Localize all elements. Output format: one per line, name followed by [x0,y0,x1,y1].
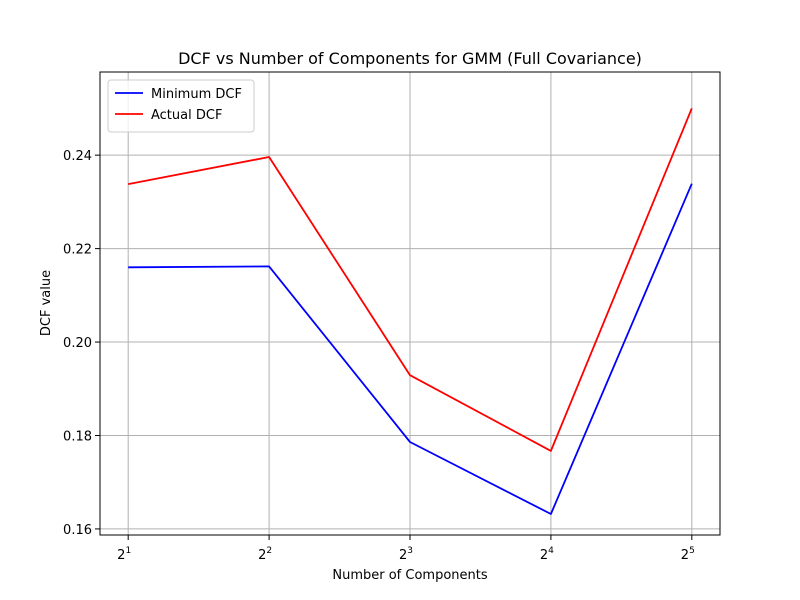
legend-label: Minimum DCF [151,87,242,102]
x-tick-label: 23 [399,546,413,563]
x-axis-ticks: 21 22 23 24 25 [117,535,695,563]
y-tick-label: 0.20 [63,336,92,351]
legend-label: Actual DCF [151,108,222,123]
x-axis-label: Number of Components [332,568,487,583]
y-tick-label: 0.22 [63,243,92,258]
y-tick-label: 0.16 [63,523,92,538]
y-axis-ticks: 0.16 0.18 0.20 0.22 0.24 [63,149,100,538]
series-lines [128,108,693,515]
chart-title: DCF vs Number of Components for GMM (Ful… [178,49,642,68]
x-tick-label: 25 [681,546,695,563]
x-tick-label: 22 [258,546,272,563]
x-tick-label: 21 [117,546,131,563]
x-tick-label: 24 [540,546,554,563]
y-tick-label: 0.18 [63,429,92,444]
y-axis-label: DCF value [39,270,54,336]
legend: Minimum DCF Actual DCF [107,79,255,133]
y-tick-label: 0.24 [63,149,92,164]
legend-box [107,79,255,133]
series-line-minimum-dcf [128,183,693,515]
series-line-actual-dcf [128,108,693,452]
grid-lines [100,72,720,535]
